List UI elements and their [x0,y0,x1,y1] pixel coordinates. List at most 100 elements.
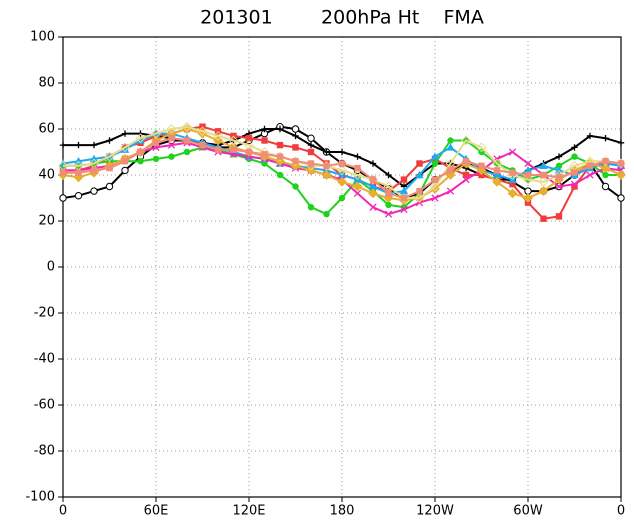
marker [75,141,82,149]
marker [509,181,516,188]
marker [523,166,533,174]
marker [508,148,517,156]
marker [338,148,346,156]
marker [337,176,347,187]
marker [276,125,284,133]
marker [292,132,299,140]
marker [292,183,299,190]
marker [90,141,98,149]
marker [276,141,284,149]
marker [276,171,284,179]
marker [524,171,532,179]
marker [307,134,315,142]
marker [121,166,129,175]
marker [183,148,191,156]
y-tick-label: -100 [25,490,55,505]
marker [430,181,440,192]
marker [59,169,67,176]
marker [106,164,113,172]
marker [214,146,222,153]
marker [445,170,456,180]
marker [151,128,161,139]
marker [447,167,454,174]
x-tick-label: 60W [513,504,543,519]
marker [383,193,394,203]
marker [89,154,99,163]
marker [571,183,578,190]
marker [400,205,408,214]
marker [120,142,130,153]
marker [617,160,625,167]
marker [571,144,578,151]
y-tick-label: 80 [38,76,55,91]
marker [197,126,208,137]
marker [369,176,377,183]
marker [292,144,299,151]
marker [261,125,268,133]
marker [555,174,563,181]
marker [539,161,548,169]
plot-frame [62,36,622,498]
marker [462,171,470,179]
marker [462,158,470,165]
marker [354,164,361,172]
marker [354,153,361,160]
marker [337,165,347,176]
marker [601,182,610,191]
marker [152,155,160,163]
marker [291,125,300,133]
marker [524,159,532,168]
marker [183,137,191,144]
marker [338,194,346,202]
marker [121,130,129,137]
marker [617,139,625,146]
marker [492,170,502,179]
marker [586,162,594,169]
marker [152,139,160,146]
marker [447,137,454,144]
marker [228,135,239,146]
marker [168,153,175,160]
marker [261,151,268,158]
marker [105,182,114,191]
marker [385,171,392,179]
marker [616,170,626,180]
marker [137,158,144,165]
marker [446,143,455,151]
marker [431,160,439,167]
x-tick-label: 0 [59,504,67,519]
y-tick-label: 100 [30,30,55,45]
marker [492,176,502,187]
marker [586,132,594,140]
marker [120,145,130,153]
x-tick-label: 0 [617,504,625,519]
marker [617,194,625,202]
marker [400,176,408,183]
marker [400,194,408,202]
marker [493,167,501,174]
marker [509,169,516,176]
series-line [63,125,622,199]
marker [167,141,176,149]
marker [462,175,470,184]
marker [135,133,146,144]
marker [430,152,440,160]
marker [555,213,563,220]
marker [507,188,518,199]
marker [261,137,268,144]
marker [540,171,547,179]
marker [90,167,98,174]
marker [446,187,455,195]
marker [538,186,549,197]
marker [307,141,315,149]
chart-title: 201301 200hPa Ht FMA [200,7,484,29]
y-tick-label: 20 [38,214,55,229]
y-tick-label: 0 [47,260,55,275]
marker [555,153,563,160]
marker [106,137,113,144]
y-tick-label: 60 [38,122,55,137]
y-tick-label: -20 [34,306,55,321]
marker [523,193,533,203]
marker [323,210,330,218]
